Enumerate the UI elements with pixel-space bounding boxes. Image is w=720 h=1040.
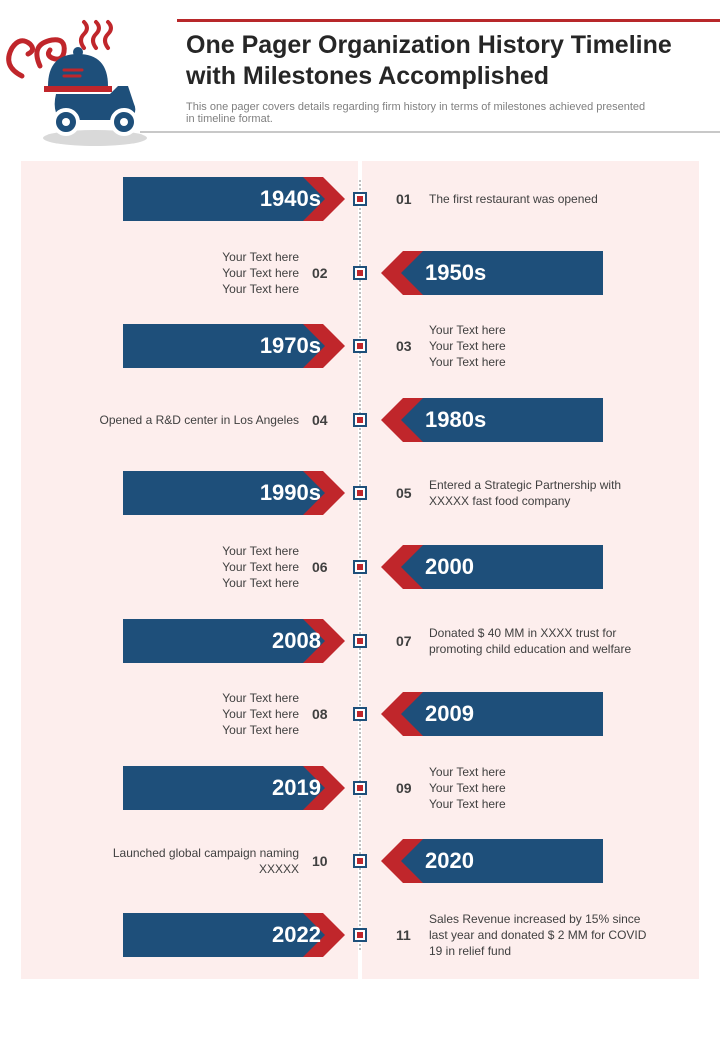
timeline-marker: [353, 192, 367, 206]
page-title: One Pager Organization History Timeline …: [186, 31, 672, 90]
year-banner: 2020: [381, 839, 603, 883]
year-label: 1940s: [259, 186, 321, 211]
banner-arrow-right-shape: [123, 913, 345, 957]
timeline-row: 1980s 04 Opened a R&D center in Los Angele…: [0, 398, 720, 442]
banner-arrow-left-shape: [381, 545, 603, 589]
timeline-row: 2020 10 Launched global campaign naming XX…: [0, 839, 720, 883]
milestone-description: The first restaurant was opened: [429, 192, 598, 206]
header-top-rule: [177, 19, 720, 22]
year-label: 1980s: [425, 407, 487, 432]
milestone-number: 09: [396, 780, 412, 796]
timeline-row: 2022 11 Sales Revenue increased by 15% sin…: [0, 912, 720, 958]
timeline-marker: [353, 634, 367, 648]
year-label: 2022: [272, 922, 321, 947]
year-label: 2009: [425, 701, 474, 726]
milestone-description: Your Text here Your Text here Your Text …: [222, 691, 299, 737]
milestone-number: 01: [396, 191, 412, 207]
milestone-number: 11: [396, 927, 411, 943]
timeline-row: 2009 08 Your Text here Your Text here Your…: [0, 691, 720, 737]
timeline-marker: [353, 486, 367, 500]
year-banner: 2019: [123, 766, 345, 810]
milestone-number: 07: [396, 633, 412, 649]
timeline-marker: [353, 339, 367, 353]
timeline-row: 1940s 01 The first restaurant was opened: [0, 177, 720, 221]
banner-arrow-left-shape: [381, 398, 603, 442]
header-bottom-rule: [140, 131, 720, 133]
milestone-number: 05: [396, 485, 412, 501]
year-label: 1990s: [259, 480, 321, 505]
milestone-description: Entered a Strategic Partnership with XXX…: [429, 478, 622, 508]
milestone-number: 04: [312, 412, 328, 428]
milestone-description: Launched global campaign naming XXXXX: [112, 846, 299, 876]
banner-arrow-right-shape: [123, 324, 345, 368]
milestone-description: Your Text here Your Text here Your Text …: [429, 323, 506, 369]
milestone-number: 10: [312, 853, 328, 869]
year-banner: 1980s: [381, 398, 603, 442]
timeline-row: 2019 09 Your Text here Your Text here Your…: [0, 765, 720, 811]
timeline-row: 2000 06 Your Text here Your Text here Your…: [0, 544, 720, 590]
timeline-row: 1950s 02 Your Text here Your Text here You…: [0, 250, 720, 296]
year-label: 2008: [272, 628, 321, 653]
year-banner: 2009: [381, 692, 603, 736]
timeline-row: 2008 07 Donated $ 40 MM in XXXX trust for …: [0, 619, 720, 663]
timeline-row: 1990s 05 Entered a Strategic Partnership w…: [0, 471, 720, 515]
food-delivery-logo-icon: [6, 20, 147, 146]
year-label: 2019: [272, 775, 321, 800]
banner-arrow-right-shape: [123, 177, 345, 221]
year-label: 1970s: [259, 333, 321, 358]
year-banner: 2022: [123, 913, 345, 957]
milestone-description: Opened a R&D center in Los Angeles: [99, 413, 299, 427]
timeline-panel-left: [21, 161, 358, 979]
year-label: 2020: [425, 848, 474, 873]
milestone-description: Your Text here Your Text here Your Text …: [222, 544, 299, 590]
year-banner: 2008: [123, 619, 345, 663]
milestone-description: Your Text here Your Text here Your Text …: [429, 765, 506, 811]
year-banner: 1990s: [123, 471, 345, 515]
milestone-number: 03: [396, 338, 412, 354]
milestone-description: Your Text here Your Text here Your Text …: [222, 250, 299, 296]
page-subtitle: This one pager covers details regarding …: [186, 101, 646, 125]
timeline-marker: [353, 560, 367, 574]
year-banner: 1940s: [123, 177, 345, 221]
milestone-number: 08: [312, 706, 328, 722]
year-label: 1950s: [425, 260, 487, 285]
timeline-marker: [353, 707, 367, 721]
year-banner: 1970s: [123, 324, 345, 368]
timeline-marker: [353, 928, 367, 942]
milestone-description: Sales Revenue increased by 15% since las…: [429, 912, 647, 958]
milestone-number: 02: [312, 265, 328, 281]
milestone-description: Donated $ 40 MM in XXXX trust for promot…: [429, 626, 632, 656]
banner-arrow-right-shape: [123, 471, 345, 515]
banner-arrow-left-shape: [381, 839, 603, 883]
timeline-marker: [353, 266, 367, 280]
banner-arrow-left-shape: [381, 251, 603, 295]
year-label: 2000: [425, 554, 474, 579]
timeline-marker: [353, 413, 367, 427]
banner-arrow-right-shape: [123, 766, 345, 810]
milestone-number: 06: [312, 559, 328, 575]
year-banner: 1950s: [381, 251, 603, 295]
timeline-marker: [353, 781, 367, 795]
timeline-row: 1970s 03 Your Text here Your Text here You…: [0, 323, 720, 369]
banner-arrow-left-shape: [381, 692, 603, 736]
timeline-marker: [353, 854, 367, 868]
year-banner: 2000: [381, 545, 603, 589]
banner-arrow-right-shape: [123, 619, 345, 663]
